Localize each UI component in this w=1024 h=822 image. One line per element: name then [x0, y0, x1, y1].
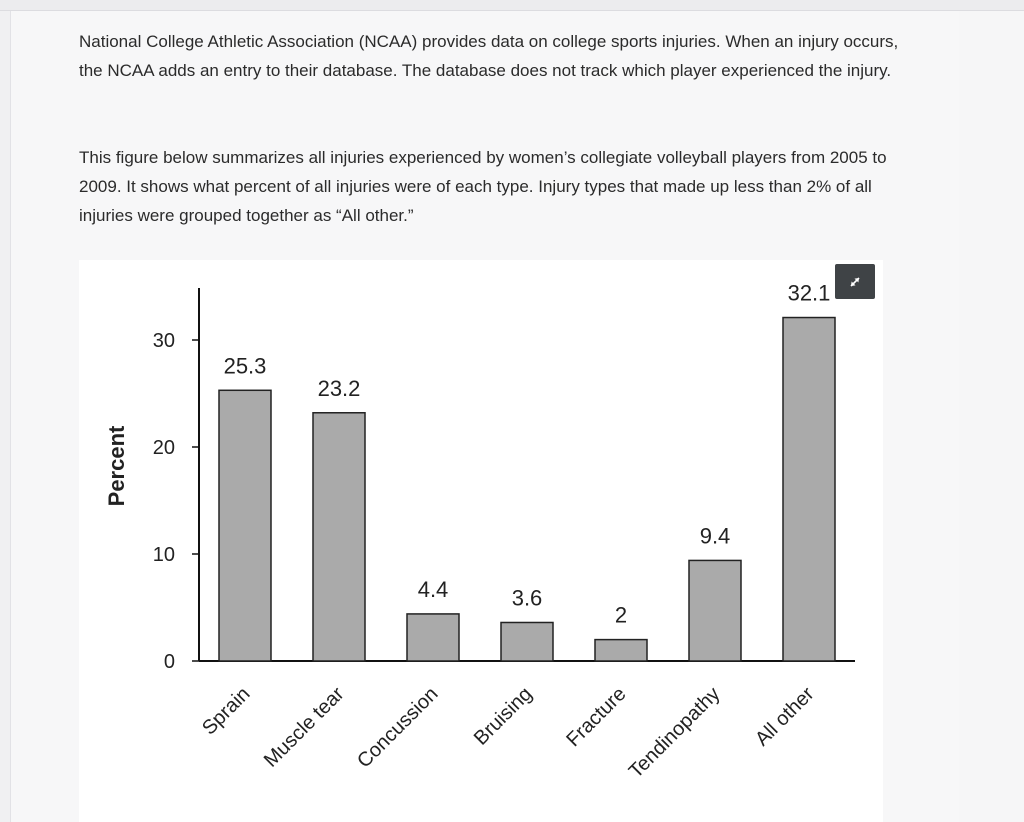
y-axis: 0 10 20 30 — [153, 288, 200, 673]
value-labels: 25.3 23.2 4.4 3.6 2 9.4 32.1 — [224, 281, 831, 628]
x-tick-label: Tendinopathy — [625, 683, 725, 783]
y-tick-label: 10 — [153, 544, 175, 566]
x-tick-labels: Sprain Muscle tear Concussion Bruising Fract… — [198, 683, 819, 783]
intro-paragraph-1: National College Athletic Association (N… — [79, 32, 899, 80]
bar-concussion — [406, 613, 460, 662]
value-label: 25.3 — [224, 353, 267, 378]
x-tick-label: Fracture — [562, 683, 630, 751]
y-tick-label: 30 — [153, 330, 175, 352]
chart-figure: 0 10 20 30 25.3 23.2 4.4 3.6 2 9.4 32.1 Sprain Mus… — [79, 260, 883, 822]
x-tick-label: Muscle tear — [260, 683, 349, 772]
intro-paragraph-2: This figure below summarizes all injurie… — [79, 148, 887, 225]
bar-sprain — [218, 389, 272, 662]
expand-arrows-icon — [850, 276, 860, 287]
top-strip — [0, 0, 1024, 11]
bar-bruising — [500, 621, 554, 662]
y-tick-label: 20 — [153, 437, 175, 459]
right-rail — [959, 11, 1024, 822]
y-tick-label: 0 — [164, 651, 175, 673]
bar-tendinopathy — [688, 559, 742, 662]
bars — [218, 316, 836, 662]
value-label: 3.6 — [512, 585, 543, 610]
value-label: 32.1 — [788, 281, 831, 306]
x-tick-label: Concussion — [353, 683, 442, 772]
bar-muscle-tear — [312, 412, 366, 662]
x-tick-label: Bruising — [470, 683, 537, 750]
bar-chart: 0 10 20 30 25.3 23.2 4.4 3.6 2 9.4 32.1 Sprain Mus… — [104, 281, 855, 783]
x-tick-label: Sprain — [198, 683, 254, 739]
y-axis-label: Percent — [104, 425, 129, 506]
value-label: 4.4 — [418, 577, 449, 602]
value-label: 2 — [615, 603, 627, 628]
value-label: 23.2 — [318, 376, 361, 401]
x-tick-label: All other — [751, 683, 819, 751]
value-label: 9.4 — [700, 523, 731, 548]
bar-fracture — [594, 638, 648, 662]
expand-button[interactable] — [835, 264, 875, 299]
bar-all-other — [782, 316, 836, 662]
